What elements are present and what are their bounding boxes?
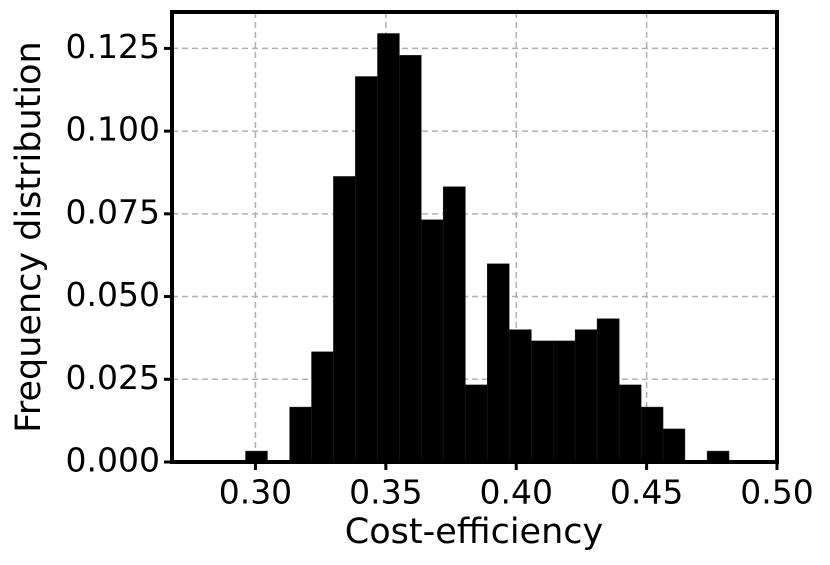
bar: [399, 55, 422, 463]
bar: [465, 384, 488, 463]
y-tick-label: 0.050: [66, 275, 160, 314]
y-tick-label: 0.000: [66, 441, 160, 480]
bar: [640, 406, 664, 463]
bar: [508, 329, 532, 463]
x-tick-label: 0.35: [349, 473, 422, 512]
y-tick-label: 0.075: [66, 192, 160, 231]
bar: [487, 263, 510, 463]
bar: [311, 351, 334, 463]
bar: [662, 428, 686, 463]
x-tick-label: 0.45: [610, 473, 683, 512]
bar: [553, 340, 576, 463]
y-tick-label: 0.100: [66, 110, 160, 149]
y-tick-label: 0.025: [66, 358, 160, 397]
x-tick-label: 0.30: [219, 473, 292, 512]
y-axis-title: Frequency distribution: [9, 41, 49, 432]
plot-frame: [170, 10, 779, 464]
bar: [574, 329, 598, 463]
bar: [377, 33, 400, 463]
bar: [333, 176, 356, 463]
x-tick-label: 0.50: [740, 473, 813, 512]
y-tick-label: 0.125: [66, 27, 160, 66]
bar: [596, 318, 620, 463]
bar: [618, 384, 642, 463]
bar: [289, 406, 312, 463]
bar: [531, 340, 554, 463]
bar: [442, 186, 466, 463]
bar: [421, 219, 444, 463]
x-tick-label: 0.40: [479, 473, 552, 512]
x-axis-title: Cost-efficiency: [345, 512, 603, 552]
bar: [355, 76, 378, 463]
